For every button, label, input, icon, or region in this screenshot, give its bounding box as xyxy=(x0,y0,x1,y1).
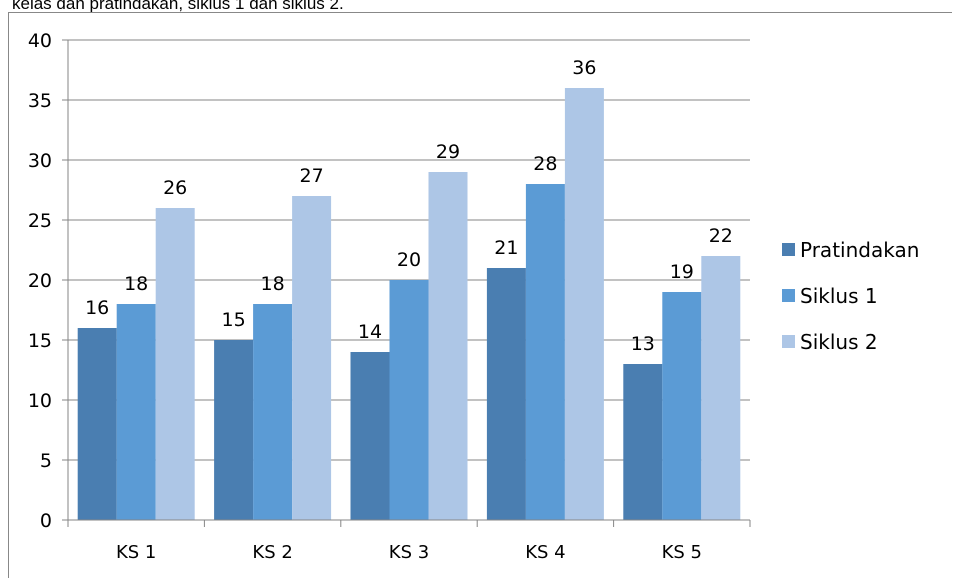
data-label: 21 xyxy=(494,237,518,259)
legend-label: Siklus 1 xyxy=(800,284,878,308)
chart-caption: kelas dan pratindakan, siklus 1 dan sikl… xyxy=(12,0,344,13)
y-tick-label: 20 xyxy=(28,270,52,292)
bar-siklus-2-1 xyxy=(155,208,195,520)
bar-siklus-2-4 xyxy=(564,88,604,520)
data-label: 13 xyxy=(631,333,655,355)
data-label: 27 xyxy=(300,165,324,187)
data-label: 14 xyxy=(358,321,382,343)
data-label: 22 xyxy=(709,225,733,247)
bar-siklus-1-4 xyxy=(525,184,565,520)
x-category-label: KS 4 xyxy=(525,542,565,563)
bar-pratindakan-1 xyxy=(77,328,117,520)
data-label: 18 xyxy=(124,273,148,295)
x-category-label: KS 2 xyxy=(252,542,292,563)
data-labels: 16 18 26 15 18 27 14 20 29 21 28 36 13 19 22 xyxy=(85,57,733,355)
bar-siklus-1-5 xyxy=(662,292,702,520)
y-tick-label: 10 xyxy=(28,390,52,412)
data-label: 26 xyxy=(163,177,187,199)
bar-pratindakan-2 xyxy=(214,340,254,520)
bar-siklus-1-1 xyxy=(116,304,156,520)
data-label: 29 xyxy=(436,141,460,163)
bar-siklus-1-3 xyxy=(389,280,429,520)
y-tick-label: 35 xyxy=(28,90,52,112)
legend-swatch-siklus-1 xyxy=(782,289,795,302)
y-tick-label: 30 xyxy=(28,150,52,172)
data-label: 16 xyxy=(85,297,109,319)
y-tick-label: 5 xyxy=(40,450,52,472)
legend-swatch-pratindakan xyxy=(782,243,795,256)
x-category-label: KS 1 xyxy=(116,542,156,563)
x-category-label: KS 3 xyxy=(389,542,429,563)
y-tick-label: 15 xyxy=(28,330,52,352)
chart-frame xyxy=(8,12,952,578)
bar-siklus-2-3 xyxy=(428,172,468,520)
data-label: 20 xyxy=(397,249,421,271)
axes: 0 5 10 15 20 25 30 35 40 KS 1 KS 2 KS 3 KS 4 KS 5 xyxy=(28,30,751,563)
data-label: 18 xyxy=(261,273,285,295)
legend: Pratindakan Siklus 1 Siklus 2 xyxy=(782,238,919,354)
bar-pratindakan-5 xyxy=(623,364,663,520)
x-category-label: KS 5 xyxy=(662,542,702,563)
bar-siklus-2-5 xyxy=(701,256,741,520)
legend-label: Siklus 2 xyxy=(800,330,878,354)
legend-swatch-siklus-2 xyxy=(782,335,795,348)
bar-siklus-1-2 xyxy=(253,304,293,520)
bar-pratindakan-4 xyxy=(486,268,526,520)
y-tick-label: 25 xyxy=(28,210,52,232)
data-label: 19 xyxy=(670,261,694,283)
data-label: 15 xyxy=(222,309,246,331)
bars xyxy=(77,88,741,520)
data-label: 36 xyxy=(572,57,596,79)
bar-siklus-2-2 xyxy=(292,196,332,520)
y-tick-label: 40 xyxy=(28,30,52,52)
legend-label: Pratindakan xyxy=(800,238,919,262)
y-tick-label: 0 xyxy=(40,510,52,532)
bar-pratindakan-3 xyxy=(350,352,390,520)
data-label: 28 xyxy=(533,153,557,175)
